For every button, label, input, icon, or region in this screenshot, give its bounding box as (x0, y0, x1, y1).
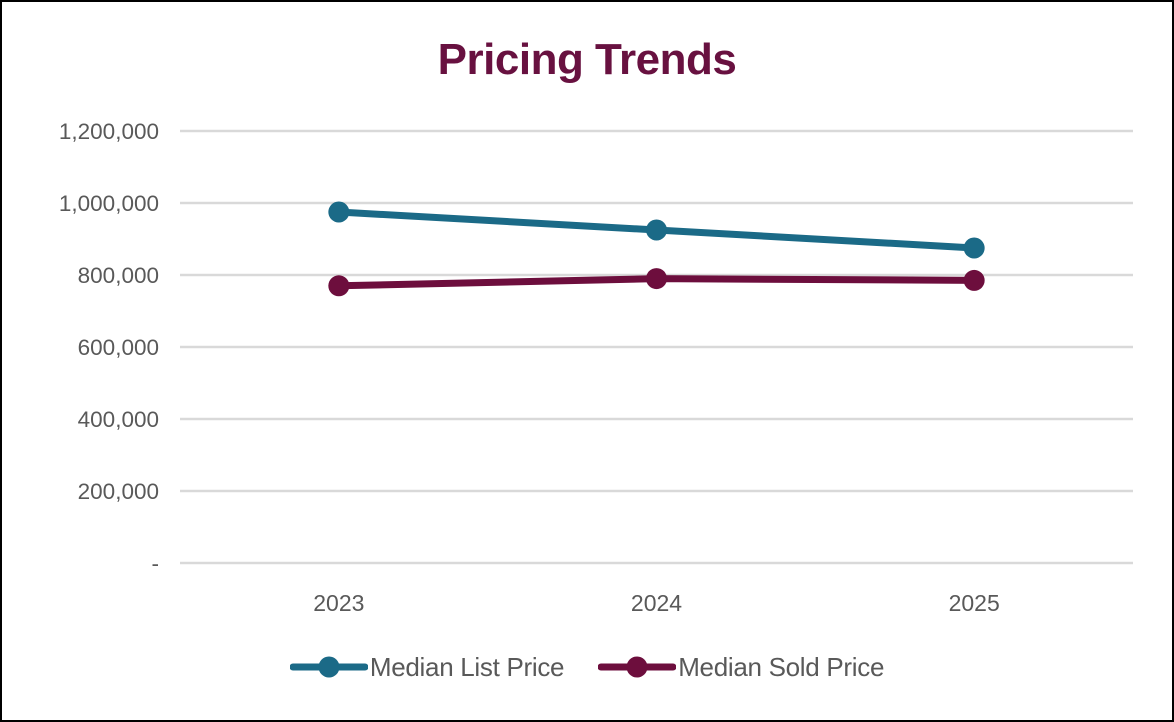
legend: Median List Price Median Sold Price (2, 645, 1172, 689)
data-point-marker (963, 237, 985, 259)
y-tick-label: 1,200,000 (59, 119, 159, 144)
y-tick-label: 1,000,000 (59, 191, 159, 216)
data-point-marker (328, 201, 350, 223)
line-marker-icon (598, 656, 677, 678)
data-point-marker (328, 275, 350, 297)
legend-item-median-list-price: Median List Price (289, 651, 565, 683)
y-tick-label: 200,000 (78, 479, 159, 504)
legend-label-median-list-price: Median List Price (369, 651, 565, 682)
chart-title: Pricing Trends (437, 35, 737, 84)
x-tick-label: 2025 (949, 590, 1000, 616)
data-point-marker (646, 268, 667, 290)
x-tick-label: 2024 (631, 590, 682, 616)
data-point-marker (963, 269, 985, 291)
y-tick-label: 400,000 (78, 407, 159, 432)
data-point-marker (646, 219, 667, 241)
y-tick-label: 600,000 (78, 335, 159, 360)
legend-label-median-sold-price: Median Sold Price (678, 651, 885, 682)
x-tick-label: 2023 (313, 590, 364, 616)
line-marker-icon (289, 656, 368, 678)
legend-item-median-sold-price: Median Sold Price (598, 652, 884, 683)
y-tick-label: - (152, 551, 160, 576)
y-tick-label: 800,000 (78, 263, 159, 288)
